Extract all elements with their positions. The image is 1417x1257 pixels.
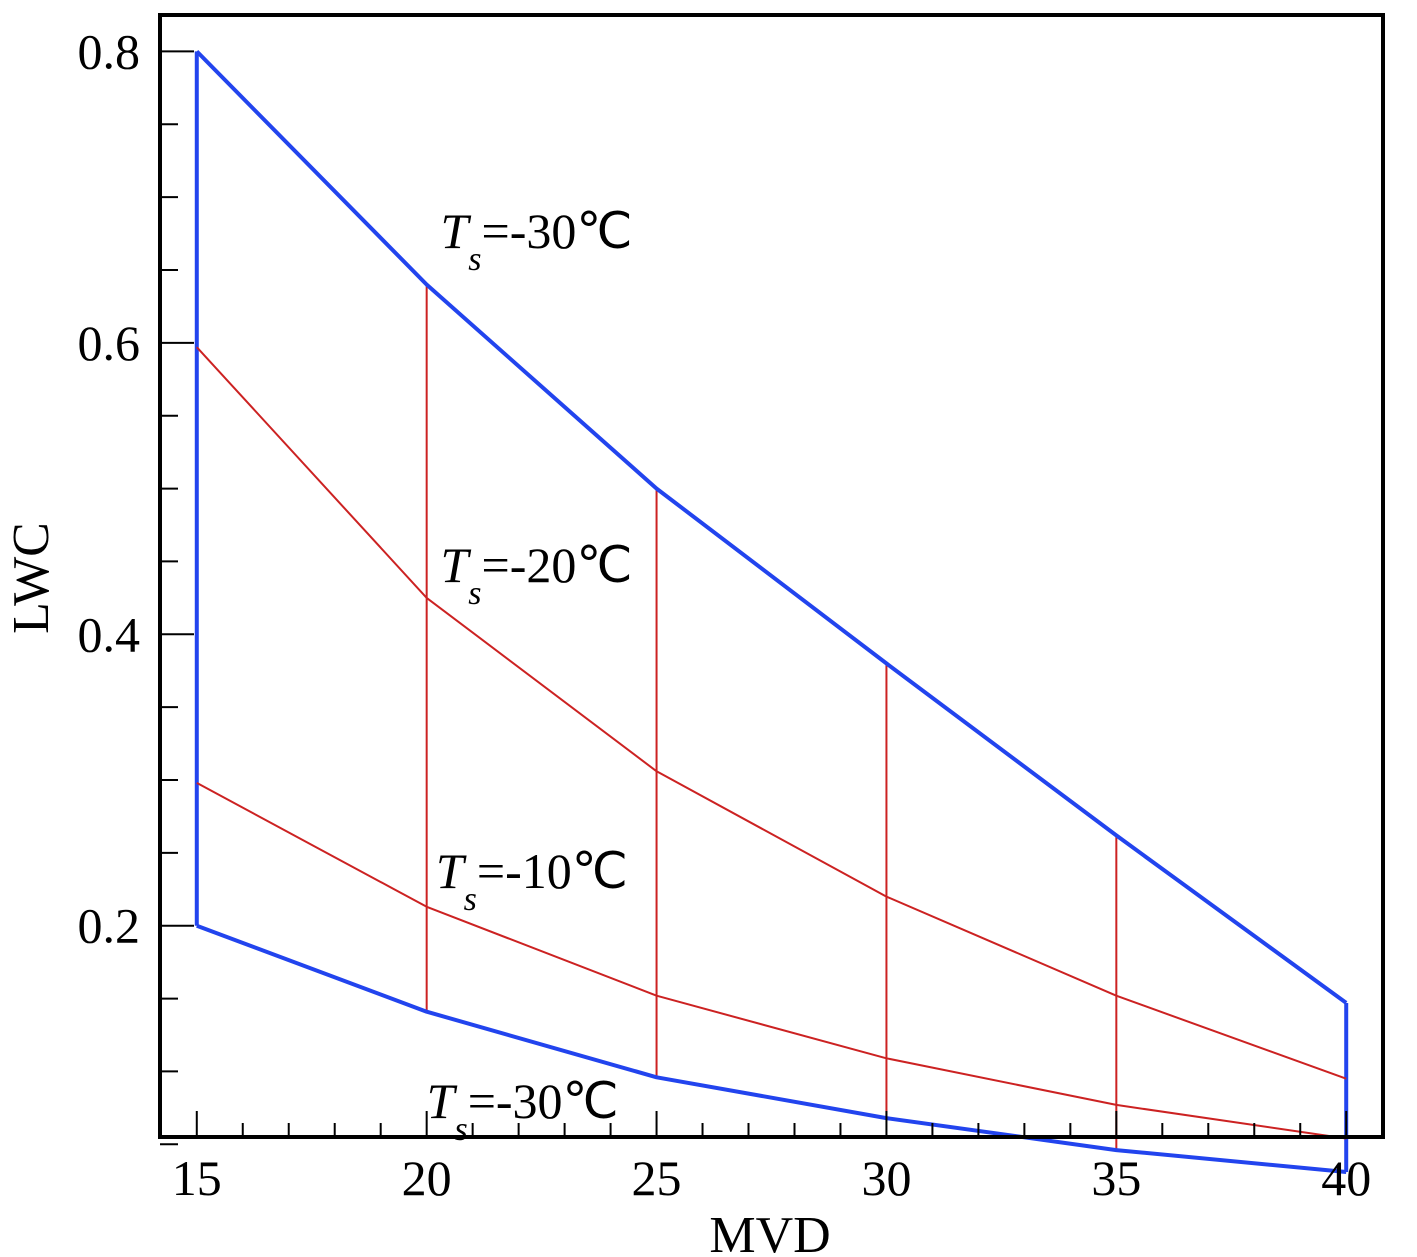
annotations: Ts=-30℃ Ts=-20℃ Ts=-10℃ Ts=-30℃ bbox=[427, 203, 633, 1148]
x-tick-label: 35 bbox=[1091, 1150, 1141, 1206]
annotation-label-0: Ts=-30℃ bbox=[440, 203, 632, 278]
tick-labels: 15 20 25 30 35 40 0.2 0.4 0.6 0.8 bbox=[78, 23, 1372, 1206]
series-line-isotherm-0 bbox=[196, 346, 1347, 1080]
axis-ticks bbox=[160, 50, 1348, 1146]
plot-lines bbox=[194, 49, 1349, 1174]
y-tick-label: 0.6 bbox=[78, 315, 141, 371]
x-tick-label: 25 bbox=[632, 1150, 682, 1206]
annotation-label-3: Ts=-30℃ bbox=[427, 1073, 619, 1148]
x-tick-label: 15 bbox=[172, 1150, 222, 1206]
x-tick-label: 20 bbox=[402, 1150, 452, 1206]
y-axis-title: LWC bbox=[3, 522, 60, 634]
series-line-isotherm-1 bbox=[196, 782, 1347, 1140]
y-tick-label: 0.8 bbox=[78, 23, 141, 79]
x-tick-label: 40 bbox=[1321, 1150, 1371, 1206]
x-tick-label: 30 bbox=[861, 1150, 911, 1206]
annotation-label-2: Ts=-10℃ bbox=[436, 843, 628, 918]
y-tick-label: 0.4 bbox=[78, 606, 141, 662]
annotation-label-1: Ts=-20℃ bbox=[440, 537, 632, 612]
plot-frame bbox=[158, 13, 1385, 1139]
series-line-envelope-2 bbox=[195, 49, 1348, 1005]
y-tick-label: 0.2 bbox=[78, 898, 141, 954]
plot-frame-border bbox=[158, 13, 1385, 1139]
x-axis-title: MVD bbox=[709, 1207, 830, 1257]
series-line-envelope-3 bbox=[196, 923, 1347, 1174]
